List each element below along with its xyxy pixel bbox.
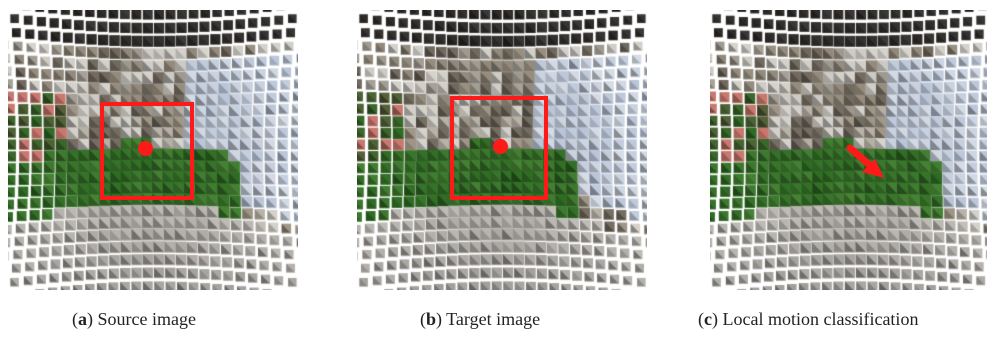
caption-local-motion: (c) Local motion classification xyxy=(698,309,919,329)
caption-source: (a) Source image xyxy=(72,309,196,329)
target-keypoint-dot xyxy=(493,139,508,154)
motion-arrow-icon xyxy=(846,144,884,178)
target-bounding-box xyxy=(450,96,548,200)
source-image xyxy=(8,10,298,290)
source-bounding-box xyxy=(100,102,194,200)
source-image-panel xyxy=(8,10,298,290)
target-image-panel xyxy=(357,10,647,290)
caption-target: (b) Target image xyxy=(420,309,541,329)
source-keypoint-dot xyxy=(138,141,153,156)
local-motion-panel xyxy=(710,10,987,290)
